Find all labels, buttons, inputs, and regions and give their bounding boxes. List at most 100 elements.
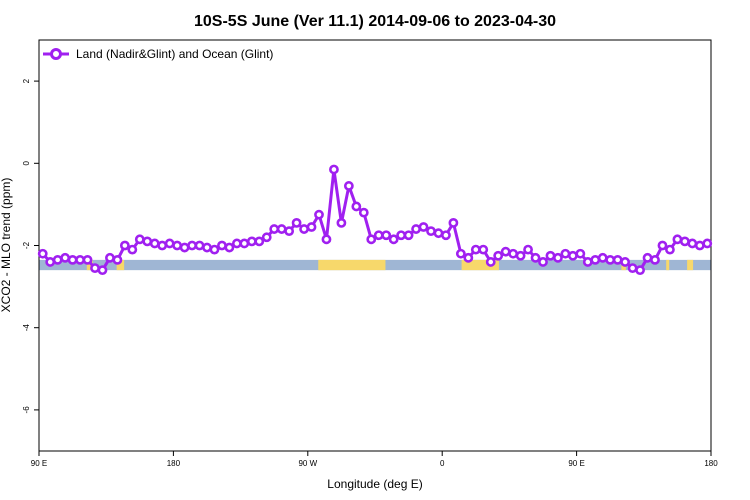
data-point xyxy=(157,240,168,251)
data-point xyxy=(396,230,407,241)
data-point xyxy=(314,209,324,220)
y-tick-label: -2 xyxy=(22,241,31,249)
data-point xyxy=(194,240,205,251)
land-strip-segment xyxy=(116,259,125,271)
data-point xyxy=(97,265,108,276)
x-tick-label: 90 W xyxy=(298,459,317,468)
data-point xyxy=(508,248,519,259)
data-point xyxy=(642,252,653,263)
data-point xyxy=(493,250,504,261)
data-point xyxy=(329,164,339,175)
x-tick-label: 0 xyxy=(440,459,445,468)
data-point xyxy=(164,238,175,249)
data-point xyxy=(687,238,698,249)
data-point xyxy=(679,236,690,247)
data-point xyxy=(635,265,645,276)
data-point xyxy=(373,230,384,241)
data-point xyxy=(665,244,675,255)
data-point xyxy=(612,254,623,265)
data-point xyxy=(411,224,421,234)
data-point xyxy=(284,226,295,237)
data-point xyxy=(657,240,668,251)
data-point xyxy=(179,242,190,253)
data-point xyxy=(553,252,563,263)
data-point xyxy=(388,234,399,245)
data-point xyxy=(523,244,533,255)
x-axis: 90 E 180 90 W 0 90 E 180 xyxy=(31,451,718,468)
data-point xyxy=(75,254,85,265)
data-point xyxy=(112,254,123,265)
data-point xyxy=(142,236,153,247)
data-point xyxy=(105,252,115,263)
x-tick-label: 180 xyxy=(704,459,718,468)
data-point xyxy=(254,236,265,247)
data-point xyxy=(306,222,317,232)
series-group xyxy=(37,164,713,276)
data-point xyxy=(702,238,713,249)
x-tick-label: 180 xyxy=(167,459,181,468)
data-point xyxy=(672,234,683,245)
data-point xyxy=(291,217,302,228)
land-strip-segment xyxy=(461,259,499,271)
data-point xyxy=(582,257,593,267)
data-point xyxy=(403,230,414,241)
data-point xyxy=(37,248,48,259)
data-point xyxy=(224,242,235,253)
data-point xyxy=(239,238,250,249)
x-axis-label: Longitude (deg E) xyxy=(327,477,422,491)
data-point xyxy=(500,246,511,257)
data-point xyxy=(620,257,631,267)
legend-marker-swatch xyxy=(50,48,62,60)
data-point xyxy=(567,250,578,261)
data-point xyxy=(217,240,227,251)
y-tick-label: 0 xyxy=(22,161,31,166)
data-point xyxy=(299,224,309,234)
x-tick-label: 90 E xyxy=(568,459,584,468)
data-point xyxy=(530,252,541,263)
data-point xyxy=(463,252,474,263)
series-line xyxy=(41,168,708,272)
data-point xyxy=(366,234,377,245)
data-point xyxy=(560,248,571,259)
data-point xyxy=(538,257,548,267)
data-point xyxy=(134,234,145,245)
data-point xyxy=(343,181,354,191)
data-point xyxy=(336,217,347,228)
data-point xyxy=(187,240,197,251)
x-tick-label: 90 E xyxy=(31,459,47,468)
data-point xyxy=(605,254,616,265)
data-point xyxy=(650,254,660,265)
data-point xyxy=(448,217,459,228)
data-point xyxy=(90,263,100,274)
data-point xyxy=(45,257,56,267)
y-axis-label: XCO2 - MLO trend (ppm) xyxy=(0,178,13,313)
data-point xyxy=(433,228,444,239)
data-point xyxy=(82,254,93,265)
data-point xyxy=(418,222,429,232)
data-point xyxy=(627,263,638,274)
data-point xyxy=(269,224,280,234)
data-point xyxy=(426,226,436,237)
land-strip-segment xyxy=(318,259,386,271)
plot-area-frame xyxy=(38,39,712,452)
legend-entry-label: Land (Nadir&Glint) and Ocean (Glint) xyxy=(76,47,273,61)
y-axis: 2 0 -2 -4 -6 xyxy=(22,78,39,413)
data-point xyxy=(455,248,466,259)
data-point xyxy=(172,240,183,251)
land-strip-segment xyxy=(687,259,694,271)
data-point xyxy=(545,250,556,261)
data-point xyxy=(202,242,212,253)
land-strip-segment xyxy=(666,259,670,271)
data-point xyxy=(119,240,130,251)
land-strip-segment xyxy=(86,259,93,271)
data-point xyxy=(515,250,526,261)
data-point xyxy=(485,257,496,267)
data-point xyxy=(575,248,586,259)
data-point xyxy=(694,240,705,251)
data-point xyxy=(276,224,287,234)
data-point xyxy=(67,254,78,265)
y-tick-label: -6 xyxy=(22,406,31,414)
data-point xyxy=(470,244,481,255)
data-point xyxy=(261,232,272,243)
